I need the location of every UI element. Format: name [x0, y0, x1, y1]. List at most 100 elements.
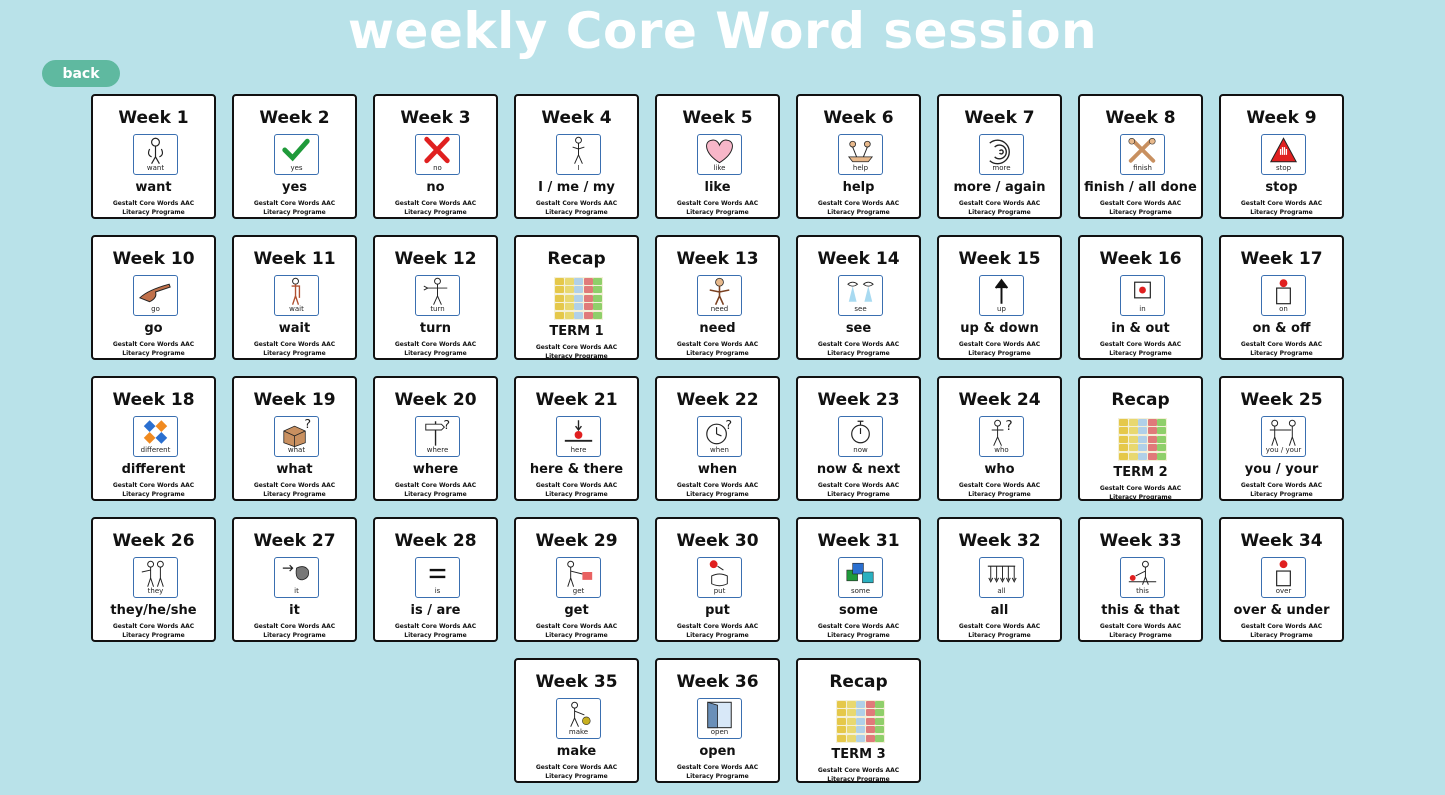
programme-caption: Gestalt Core Words AAC Literacy Programe [676, 764, 759, 780]
week-card[interactable]: Week 21 here here & there Gestalt Core Word… [514, 376, 639, 501]
week-card[interactable]: Week 19? what what Gestalt Core Words AAC L… [232, 376, 357, 501]
back-button[interactable]: back [42, 60, 120, 87]
card-title: Week 31 [817, 531, 900, 551]
core-word: go [144, 321, 163, 336]
week-card[interactable]: Week 22? when when Gestalt Core Words AAC L… [655, 376, 780, 501]
symbol-label: I [577, 164, 580, 172]
symbol-tile: ? what [274, 416, 319, 457]
symbol-tile: here [556, 416, 601, 457]
symbol-label: you / your [1265, 446, 1302, 454]
core-word: wait [278, 321, 311, 336]
symbol-tile: see [838, 275, 883, 316]
week-card[interactable]: Week 36 open open Gestalt Core Words AAC Li… [655, 658, 780, 783]
week-card[interactable]: Week 7 more more / again Gestalt Core Words… [937, 94, 1062, 219]
programme-caption: Gestalt Core Words AAC Literacy Programe [394, 341, 477, 357]
week-card[interactable]: Week 16 in in & out Gestalt Core Words AAC … [1078, 235, 1203, 360]
core-word: some [838, 603, 879, 618]
week-card[interactable]: Week 1 want want Gestalt Core Words AAC Lit… [91, 94, 216, 219]
programme-caption: Gestalt Core Words AAC Literacy Programe [535, 482, 618, 498]
week-card[interactable]: Week 13 need need Gestalt Core Words AAC Li… [655, 235, 780, 360]
week-card[interactable]: Week 4 I I / me / my Gestalt Core Words AAC… [514, 94, 639, 219]
symbol-label: need [710, 305, 729, 313]
card-title: Week 18 [112, 390, 195, 410]
programme-caption: Gestalt Core Words AAC Literacy Programe [817, 341, 900, 357]
week-card[interactable]: Recap TERM 1 Gestalt Core Words AAC Litera… [514, 235, 639, 360]
symbol-tile: now [838, 416, 883, 457]
week-card[interactable]: Week 12 turn turn Gestalt Core Words AAC Li… [373, 235, 498, 360]
core-word: like [704, 180, 731, 195]
core-word: what [276, 462, 313, 477]
week-card[interactable]: Week 3 no no Gestalt Core Words AAC Literac… [373, 94, 498, 219]
programme-caption: Gestalt Core Words AAC Literacy Programe [1099, 623, 1182, 639]
symbol-label: it [294, 587, 299, 595]
symbol-tile: go [133, 275, 178, 316]
week-card[interactable]: Week 30 put put Gestalt Core Words AAC Lite… [655, 517, 780, 642]
programme-caption: Gestalt Core Words AAC Literacy Programe [958, 200, 1041, 216]
week-card[interactable]: Week 14 see see Gestalt Core Words AAC Lite… [796, 235, 921, 360]
symbol-label: is [434, 587, 441, 595]
card-title: Week 20 [394, 390, 477, 410]
symbol-tile: this [1120, 557, 1165, 598]
programme-caption: Gestalt Core Words AAC Literacy Programe [112, 341, 195, 357]
symbol-label: this [1136, 587, 1149, 595]
core-word: TERM 1 [549, 324, 604, 339]
week-card[interactable]: Week 24? who who Gestalt Core Words AAC Lit… [937, 376, 1062, 501]
week-card[interactable]: Week 29 get get Gestalt Core Words AAC Lite… [514, 517, 639, 642]
card-title: Week 8 [1105, 108, 1176, 128]
symbol-tile: up [979, 275, 1024, 316]
card-title: Recap [1111, 390, 1170, 410]
week-card[interactable]: Week 27 it it Gestalt Core Words AAC Litera… [232, 517, 357, 642]
symbol-label: no [433, 164, 442, 172]
week-card[interactable]: Week 20? where where Gestalt Core Words AAC… [373, 376, 498, 501]
week-card[interactable]: Week 6 help help Gestalt Core Words AAC Lit… [796, 94, 921, 219]
week-card[interactable]: Week 31 some some Gestalt Core Words AAC Li… [796, 517, 921, 642]
week-card[interactable]: Week 28 is is / are Gestalt Core Words AAC … [373, 517, 498, 642]
week-card[interactable]: Week 34 over over & under Gestalt Core Word… [1219, 517, 1344, 642]
symbol-tile: stop [1261, 134, 1306, 175]
week-card[interactable]: Week 11 wait wait Gestalt Core Words AAC Li… [232, 235, 357, 360]
symbol-label: here [570, 446, 587, 454]
week-card[interactable]: Week 9 stop stop Gestalt Core Words AAC Lit… [1219, 94, 1344, 219]
week-card[interactable]: Week 10 go go Gestalt Core Words AAC Litera… [91, 235, 216, 360]
core-word: here & there [529, 462, 624, 477]
core-word: need [699, 321, 736, 336]
recap-grid-icon [1118, 418, 1167, 461]
core-word: want [135, 180, 172, 195]
symbol-label: finish [1133, 164, 1152, 172]
core-word: when [697, 462, 738, 477]
week-card[interactable]: Recap TERM 3 Gestalt Core Words AAC Litera… [796, 658, 921, 783]
symbol-label: open [710, 728, 729, 736]
core-word: TERM 2 [1113, 465, 1168, 480]
programme-caption: Gestalt Core Words AAC Literacy Programe [1099, 485, 1182, 501]
recap-grid-icon [836, 700, 885, 743]
week-card[interactable]: Week 15 up up & down Gestalt Core Words AAC… [937, 235, 1062, 360]
week-card[interactable]: Week 5 like like Gestalt Core Words AAC Lit… [655, 94, 780, 219]
card-title: Week 3 [400, 108, 471, 128]
programme-caption: Gestalt Core Words AAC Literacy Programe [958, 623, 1041, 639]
week-card[interactable]: Week 35 make make Gestalt Core Words AAC Li… [514, 658, 639, 783]
week-card[interactable]: Week 26 they they/he/she Gestalt Core Words… [91, 517, 216, 642]
symbol-label: what [287, 446, 306, 454]
core-word: over & under [1233, 603, 1330, 618]
programme-caption: Gestalt Core Words AAC Literacy Programe [253, 623, 336, 639]
card-title: Week 12 [394, 249, 477, 269]
core-word: they/he/she [110, 603, 197, 618]
symbol-label: wait [289, 305, 304, 313]
week-card[interactable]: Week 32 all all Gestalt Core Words AAC Lite… [937, 517, 1062, 642]
week-card[interactable]: Week 18 different different Gestalt Core Wo… [91, 376, 216, 501]
programme-caption: Gestalt Core Words AAC Literacy Programe [817, 200, 900, 216]
week-card[interactable]: Recap TERM 2 Gestalt Core Words AAC Litera… [1078, 376, 1203, 501]
week-card[interactable]: Week 23 now now & next Gestalt Core Words A… [796, 376, 921, 501]
core-word: stop [1265, 180, 1298, 195]
card-title: Week 36 [676, 672, 759, 692]
svg-text:?: ? [725, 417, 732, 432]
week-card[interactable]: Week 2 yes yes Gestalt Core Words AAC Liter… [232, 94, 357, 219]
week-card[interactable]: Week 33 this this & that Gestalt Core Words… [1078, 517, 1203, 642]
card-title: Week 10 [112, 249, 195, 269]
core-word: now & next [816, 462, 901, 477]
week-card[interactable]: Week 8 finish finish / all done Gestalt Cor… [1078, 94, 1203, 219]
week-card[interactable]: Week 17 on on & off Gestalt Core Words AAC … [1219, 235, 1344, 360]
programme-caption: Gestalt Core Words AAC Literacy Programe [535, 344, 618, 360]
week-card[interactable]: Week 25 you / your you / your Gestalt Core … [1219, 376, 1344, 501]
symbol-tile: open [697, 698, 742, 739]
